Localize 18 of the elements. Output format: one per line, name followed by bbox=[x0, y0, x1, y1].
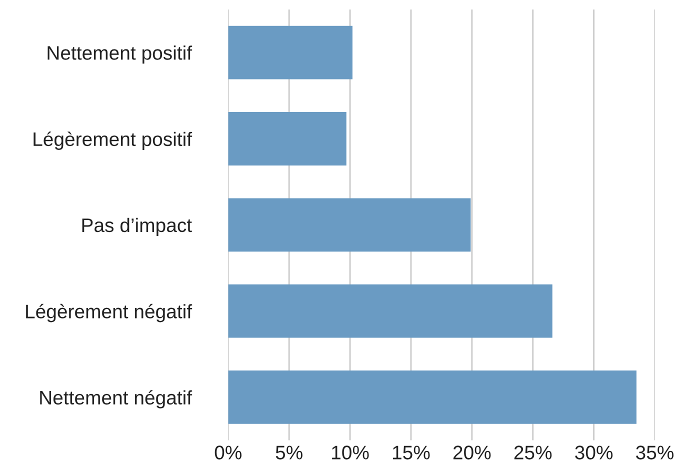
x-tick-label: 10% bbox=[332, 446, 369, 460]
bar bbox=[228, 284, 552, 338]
x-tick-label: 35% bbox=[636, 446, 674, 460]
x-tick-label: 25% bbox=[514, 446, 552, 460]
x-tick-label: 0% bbox=[214, 446, 242, 460]
y-tick-label: Nettement négatif bbox=[40, 390, 192, 408]
y-tick-label: Légèrement positif bbox=[34, 132, 192, 150]
x-tick-label: 15% bbox=[393, 446, 430, 460]
x-tick-label: 30% bbox=[575, 446, 613, 460]
x-tick-label: 5% bbox=[276, 446, 302, 460]
y-tick-label: Nettement positif bbox=[48, 46, 192, 64]
bar bbox=[228, 370, 636, 424]
y-tick-label: Pas d’impact bbox=[82, 218, 192, 236]
y-tick-label: Légèrement négatif bbox=[26, 304, 192, 322]
bar bbox=[228, 112, 346, 166]
bar bbox=[228, 198, 471, 252]
x-tick-label: 20% bbox=[453, 446, 491, 460]
bar bbox=[228, 26, 352, 80]
